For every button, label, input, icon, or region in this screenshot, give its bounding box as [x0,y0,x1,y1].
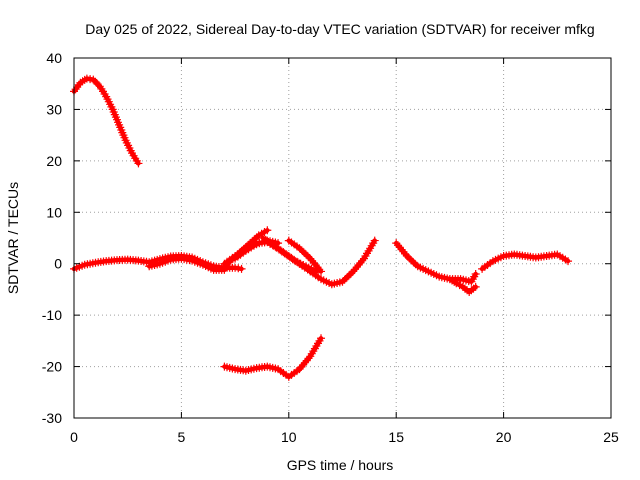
series-evening-plateau [478,250,573,273]
series-valley-to-peak [295,236,379,289]
y-tick-label: -20 [42,359,62,375]
data-point-marker [263,226,272,235]
series-baseline-lower-band [145,254,229,274]
chart-title: Day 025 of 2022, Sidereal Day-to-day VTE… [85,21,594,37]
data-point-marker [317,334,326,343]
y-tick-label: -30 [42,410,62,426]
y-tick-labels: -30 -20 -10 0 10 20 30 40 [42,50,62,426]
series-low-arc [220,334,326,381]
y-tick-label: 10 [46,204,62,220]
data-point-marker [471,270,480,278]
data-point-marker [370,236,379,245]
x-tick-label: 25 [603,429,619,445]
series-afternoon-dip [445,275,480,296]
x-tick-label: 20 [496,429,512,445]
series-afternoon-descent [392,239,480,286]
x-tick-label: 5 [178,429,186,445]
data-series [70,74,573,381]
data-point-marker [237,264,246,273]
data-point-marker [317,267,326,276]
y-tick-label: 0 [54,256,62,272]
x-tick-labels: 0 5 10 15 20 25 [70,429,619,445]
series-early-high-arc [70,74,143,168]
data-point-marker [134,159,143,168]
data-point-marker [564,257,573,266]
x-tick-label: 10 [281,429,297,445]
y-tick-label: -10 [42,307,62,323]
x-tick-label: 0 [70,429,78,445]
x-axis-label: GPS time / hours [287,457,394,473]
grid [74,58,611,418]
data-point-marker [471,282,480,291]
x-tick-label: 15 [388,429,404,445]
y-axis-label: SDTVAR / TECUs [5,182,21,294]
axis-ticks [73,57,612,419]
series-crossing-b [284,236,326,276]
y-tick-label: 20 [46,153,62,169]
y-tick-label: 30 [46,101,62,117]
plot-frame [73,57,612,419]
y-tick-label: 40 [46,50,62,66]
data-point-marker [452,279,461,288]
